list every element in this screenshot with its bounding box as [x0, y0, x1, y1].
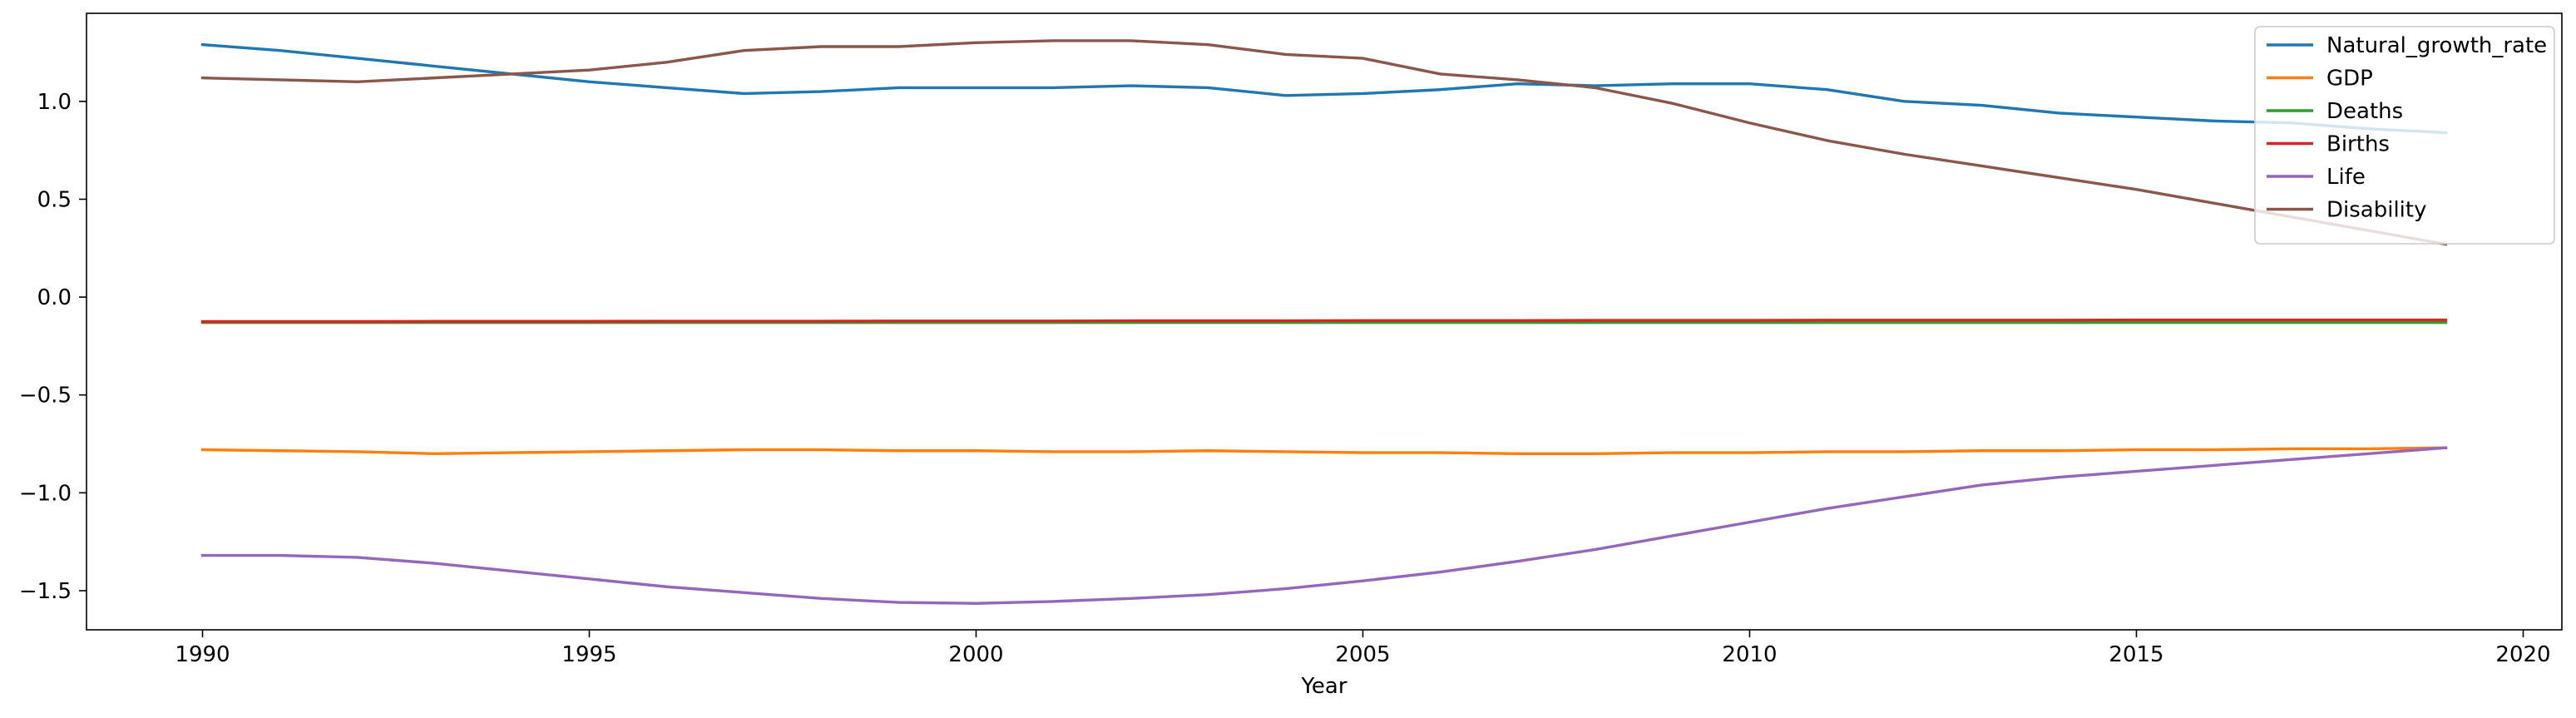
series-line-gdp [200, 446, 2448, 455]
legend-label: Natural_growth_rate [2326, 33, 2547, 58]
x-tick-label: 1995 [561, 642, 616, 667]
x-tick-label: 2010 [1722, 642, 1777, 667]
x-tick-label: 2000 [948, 642, 1003, 667]
legend-label: Life [2326, 165, 2366, 190]
series-line-natural-growth-rate [200, 42, 2448, 135]
series-line-disability [200, 39, 2448, 246]
y-tick-label: 0.0 [37, 285, 72, 310]
legend: Natural_growth_rate GDP Deaths Births Life Di… [2254, 26, 2555, 245]
y-tick-label: 1.0 [37, 90, 72, 115]
series-lines [200, 39, 2448, 605]
x-tick-label: 2005 [1335, 642, 1390, 667]
y-axis: −1.5 −1.0 −0.5 0.0 0.5 1.0 [19, 90, 87, 604]
x-tick-label: 2020 [2495, 642, 2550, 667]
plot-frame [86, 12, 2563, 631]
y-tick-label: −1.0 [19, 481, 72, 506]
x-tick-label: 1990 [175, 642, 230, 667]
legend-label: GDP [2326, 67, 2373, 92]
series-line-births [200, 318, 2448, 324]
legend-label: Deaths [2326, 99, 2403, 124]
x-tick-label: 2015 [2109, 642, 2163, 667]
x-axis: 1990 1995 2000 2005 2010 2015 2020 [175, 630, 2551, 667]
legend-label: Births [2326, 132, 2390, 157]
series-line-life [200, 446, 2448, 605]
y-tick-label: 0.5 [37, 187, 72, 212]
legend-box [2254, 26, 2555, 245]
x-axis-label: Year [1300, 674, 1347, 699]
legend-label: Disability [2326, 198, 2426, 223]
y-tick-label: −1.5 [19, 579, 72, 604]
y-tick-label: −0.5 [19, 384, 72, 409]
